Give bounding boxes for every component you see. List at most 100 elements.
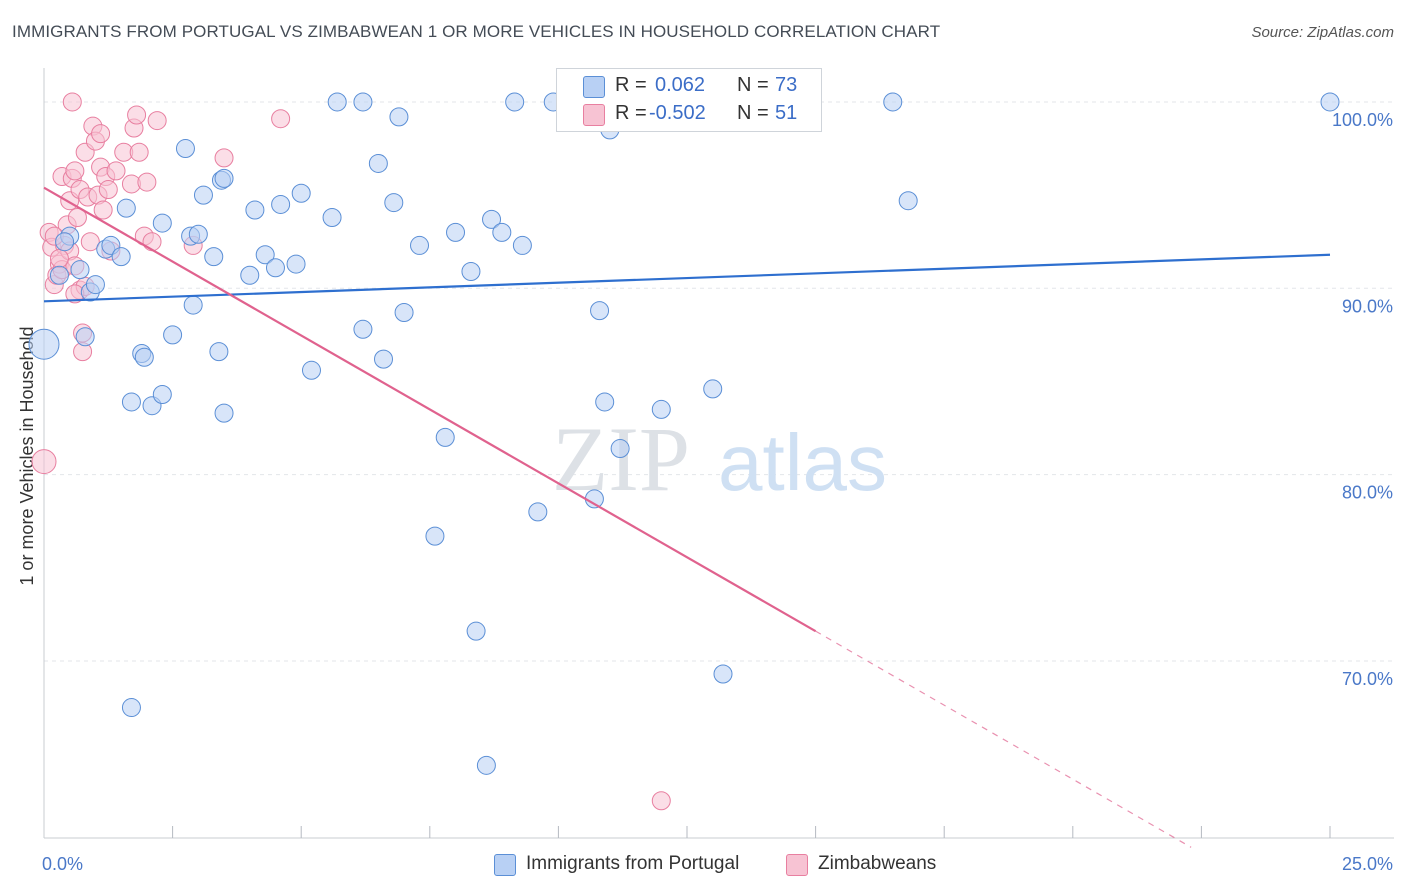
portugal-point [610, 439, 630, 459]
portugal-point [301, 360, 321, 380]
portugal-point [368, 153, 388, 173]
legend-r-value: 0.062 [655, 74, 706, 96]
portugal-point [271, 194, 291, 214]
portugal-point [425, 526, 445, 546]
zimbabweans-point [214, 148, 234, 168]
series-legend-label: Immigrants from Portugal [526, 853, 740, 874]
portugal-point [322, 207, 342, 227]
portugal-point [461, 262, 481, 282]
portugal-point [410, 235, 430, 255]
legend-row-zimbabweans: R = -0.502 N = 51 [557, 100, 821, 128]
portugal-point [512, 235, 532, 255]
zimbabweans-point [127, 105, 147, 125]
source-label: Source: ZipAtlas.com [1251, 24, 1394, 41]
portugal-point [245, 200, 265, 220]
portugal-point [446, 222, 466, 242]
correlation-legend: R = 0.062 N = 73 R = -0.502 N = 51 [556, 68, 822, 132]
portugal-point [28, 328, 60, 360]
zimbabweans-point [49, 248, 69, 268]
series-swatch-portugal [494, 854, 516, 876]
portugal-point [214, 403, 234, 423]
portugal-point [255, 245, 275, 265]
x-tick-label: 25.0% [1342, 854, 1393, 874]
portugal-point [374, 349, 394, 369]
series-swatch-zimbabweans [786, 854, 808, 876]
portugal-point [188, 224, 208, 244]
portugal-point [353, 319, 373, 339]
portugal-point [214, 168, 234, 188]
legend-n-value: 73 [775, 74, 798, 96]
zimbabweans-trend-line [43, 186, 817, 633]
zimbabweans-point [62, 92, 82, 112]
portugal-point [505, 92, 525, 112]
portugal-point [85, 275, 105, 295]
portugal-point [528, 502, 548, 522]
portugal-point [152, 213, 172, 233]
portugal-point [193, 185, 213, 205]
portugal-point [713, 664, 733, 684]
watermark: ZIP atlas [552, 408, 887, 510]
portugal-point [75, 327, 95, 347]
portugal-point [590, 301, 610, 321]
portugal-point [482, 209, 502, 229]
portugal-point [183, 295, 203, 315]
legend-n-label: N = [737, 102, 769, 124]
portugal-point [49, 265, 69, 285]
legend-r-label: R = [615, 102, 647, 124]
zimbabweans-point [651, 791, 671, 811]
portugal-point [134, 347, 154, 367]
portugal-point [883, 92, 903, 112]
trend-lines [43, 186, 1331, 848]
zimbabweans-point [98, 180, 118, 200]
zimbabweans-point [91, 124, 111, 144]
portugal-point [240, 265, 260, 285]
portugal-point [111, 247, 131, 267]
zimbabweans-point [129, 142, 149, 162]
portugal-point [384, 193, 404, 213]
portugal-point [209, 342, 229, 362]
portugal-point [327, 92, 347, 112]
watermark-zip: ZIP [552, 408, 690, 510]
zimbabweans-point [137, 172, 157, 192]
zimbabweans-point [67, 207, 87, 227]
portugal-trend-line [43, 253, 1331, 303]
portugal-point [353, 92, 373, 112]
zimbabweans-point [106, 161, 126, 181]
portugal-point [286, 254, 306, 274]
portugal-point [492, 222, 512, 242]
zimbabweans-point [80, 232, 100, 252]
zimbabweans-point [142, 232, 162, 252]
y-tick-label: 100.0% [1332, 110, 1393, 130]
y-tick-label: 80.0% [1342, 483, 1393, 503]
chart-title: IMMIGRANTS FROM PORTUGAL VS ZIMBABWEAN 1… [12, 22, 941, 41]
portugal-points [28, 92, 1340, 775]
series-legend-label: Zimbabweans [818, 853, 937, 874]
portugal-point [389, 107, 409, 127]
portugal-point [175, 139, 195, 159]
zimbabweans-trend-extension [815, 630, 1192, 848]
zimbabweans-point [271, 109, 291, 129]
portugal-point [466, 621, 486, 641]
y-tick-label: 70.0% [1342, 669, 1393, 689]
portugal-point [703, 379, 723, 399]
portugal-point [651, 399, 671, 419]
legend-r-value: -0.502 [649, 102, 706, 124]
x-tick-labels: 0.0% 25.0% [42, 854, 1393, 874]
portugal-point [121, 392, 141, 412]
x-tick-label: 0.0% [42, 854, 83, 874]
portugal-point [55, 232, 75, 252]
portugal-point [152, 385, 172, 405]
zimbabweans-point [93, 200, 113, 220]
legend-swatch-zimbabweans [583, 104, 605, 126]
portugal-point [435, 427, 455, 447]
watermark-atlas: atlas [718, 418, 887, 507]
zimbabweans-point [65, 161, 85, 181]
portugal-point [1320, 92, 1340, 112]
gridlines [44, 101, 1394, 662]
portugal-point [121, 698, 141, 718]
y-tick-label: 90.0% [1342, 296, 1393, 316]
portugal-point [595, 392, 615, 412]
legend-row-portugal: R = 0.062 N = 73 [557, 72, 821, 100]
portugal-point [265, 258, 285, 278]
